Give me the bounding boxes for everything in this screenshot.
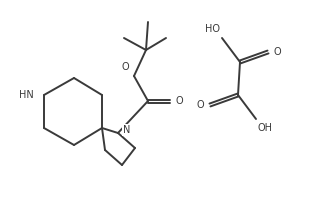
Text: HO: HO: [205, 24, 220, 34]
Text: O: O: [196, 100, 204, 110]
Text: HN: HN: [19, 90, 34, 100]
Text: O: O: [176, 96, 184, 106]
Text: OH: OH: [258, 123, 273, 133]
Text: O: O: [274, 47, 282, 57]
Text: O: O: [121, 62, 129, 72]
Text: N: N: [123, 125, 131, 135]
